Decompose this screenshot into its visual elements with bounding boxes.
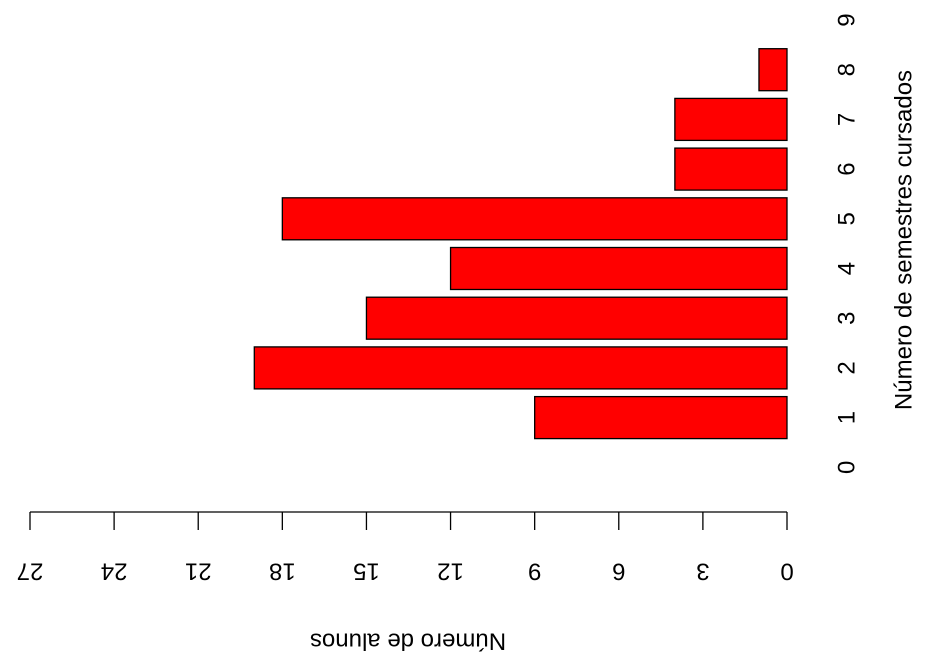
bar [674, 97, 788, 142]
bar [449, 246, 788, 291]
x-tick-label: 15 [353, 558, 380, 585]
y-tick-label: 3 [833, 312, 860, 325]
y-tick-label: 0 [833, 461, 860, 474]
x-tick-label: 12 [437, 558, 464, 585]
x-axis-title: Número de alunos [310, 628, 506, 655]
y-tick-label: 8 [833, 63, 860, 76]
x-tick-label: 9 [528, 558, 541, 585]
bar [534, 395, 788, 440]
x-tick-label: 0 [780, 558, 793, 585]
bar [365, 296, 788, 340]
x-tick-label: 6 [612, 558, 625, 585]
y-tick-label: 6 [833, 162, 860, 175]
x-tick-label: 21 [185, 558, 212, 585]
y-tick-label: 7 [833, 113, 860, 126]
x-tick-label: 18 [269, 558, 296, 585]
x-tick-label: 24 [101, 558, 128, 585]
y-axis-title: Número de semestres cursados [890, 70, 917, 410]
x-tick-label: 3 [696, 558, 709, 585]
y-tick-label: 4 [833, 262, 860, 275]
y-tick-label: 1 [833, 411, 860, 424]
y-tick-label: 2 [833, 361, 860, 374]
y-tick-label: 5 [833, 212, 860, 225]
y-tick-label: 9 [833, 13, 860, 26]
bar [281, 197, 788, 241]
bar [674, 147, 788, 191]
bar [758, 48, 788, 92]
bar [253, 346, 788, 390]
x-tick-label: 27 [17, 558, 44, 585]
